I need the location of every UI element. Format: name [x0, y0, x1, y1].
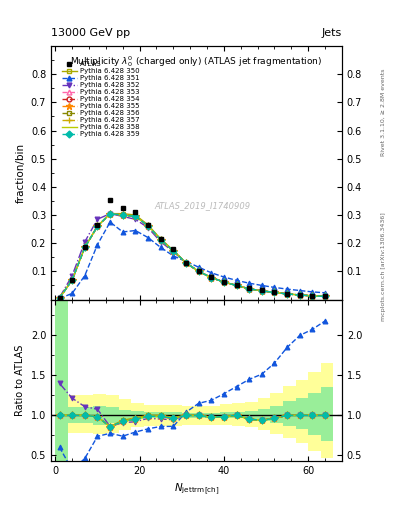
Bar: [220, 404, 232, 425]
Bar: [68, 395, 81, 433]
Bar: [182, 406, 195, 425]
Bar: [258, 398, 270, 430]
Bar: [119, 410, 131, 421]
Bar: [321, 364, 334, 458]
Bar: [308, 393, 321, 435]
Bar: [81, 408, 93, 423]
Bar: [321, 388, 334, 441]
Bar: [245, 411, 258, 419]
Bar: [207, 406, 220, 425]
Bar: [296, 398, 308, 429]
Bar: [131, 411, 144, 419]
Bar: [182, 413, 195, 418]
Text: Rivet 3.1.10, ≥ 2.8M events: Rivet 3.1.10, ≥ 2.8M events: [381, 69, 386, 156]
Bar: [81, 395, 93, 433]
Bar: [156, 405, 169, 425]
Legend: ATLAS, Pythia 6.428 350, Pythia 6.428 351, Pythia 6.428 352, Pythia 6.428 353, P: ATLAS, Pythia 6.428 350, Pythia 6.428 35…: [61, 60, 141, 139]
Bar: [308, 372, 321, 451]
Bar: [156, 412, 169, 418]
Bar: [169, 405, 182, 425]
Bar: [195, 406, 207, 425]
Bar: [106, 395, 119, 433]
Bar: [195, 413, 207, 418]
Bar: [93, 394, 106, 435]
Y-axis label: fraction/bin: fraction/bin: [15, 143, 25, 203]
Y-axis label: Ratio to ATLAS: Ratio to ATLAS: [15, 345, 25, 416]
Bar: [220, 412, 232, 418]
Text: Jets: Jets: [321, 28, 342, 38]
Bar: [68, 408, 81, 423]
Bar: [207, 413, 220, 418]
Bar: [270, 406, 283, 423]
Bar: [283, 386, 296, 438]
Text: 13000 GeV pp: 13000 GeV pp: [51, 28, 130, 38]
Bar: [296, 380, 308, 443]
Text: Multiplicity $\lambda_0^0$ (charged only) (ATLAS jet fragmentation): Multiplicity $\lambda_0^0$ (charged only…: [70, 54, 323, 69]
Bar: [258, 409, 270, 421]
Bar: [232, 403, 245, 425]
Bar: [93, 406, 106, 425]
Bar: [144, 405, 156, 425]
Bar: [144, 412, 156, 418]
Bar: [55, 295, 68, 483]
Bar: [283, 401, 296, 425]
X-axis label: $N_{\mathrm{jettrm[ch]}}$: $N_{\mathrm{jettrm[ch]}}$: [174, 481, 219, 497]
Bar: [232, 412, 245, 418]
Bar: [119, 399, 131, 430]
Bar: [270, 393, 283, 434]
Bar: [106, 408, 119, 423]
Bar: [55, 295, 68, 489]
Bar: [169, 412, 182, 418]
Bar: [131, 403, 144, 428]
Text: ATLAS_2019_I1740909: ATLAS_2019_I1740909: [154, 201, 250, 210]
Bar: [245, 402, 258, 428]
Text: mcplots.cern.ch [arXiv:1306.3436]: mcplots.cern.ch [arXiv:1306.3436]: [381, 212, 386, 321]
